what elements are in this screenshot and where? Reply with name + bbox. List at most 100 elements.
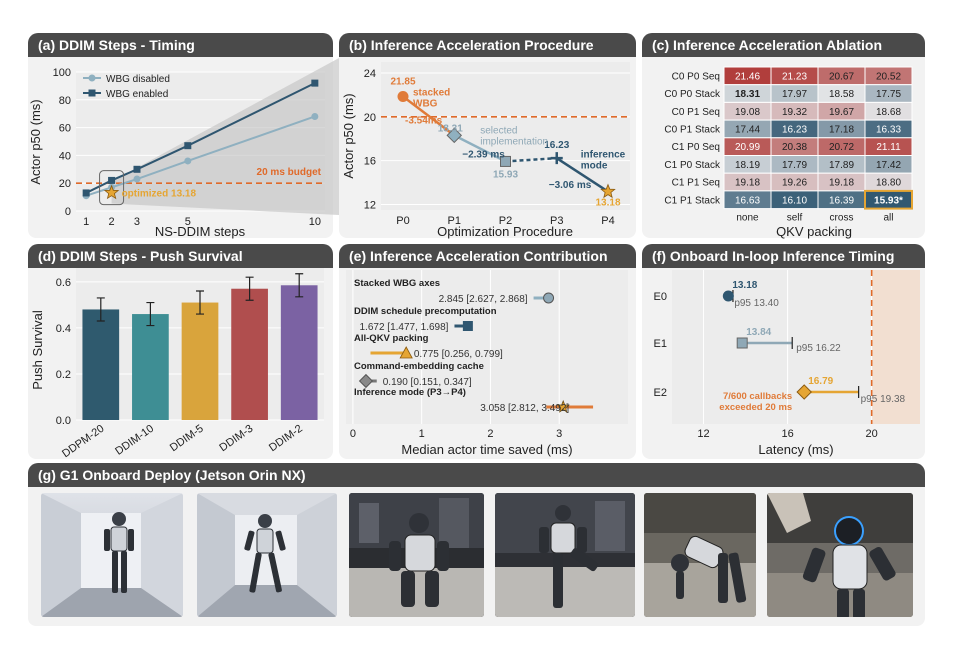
heatmap-cell-label: 16.23 — [782, 124, 807, 135]
marker-diamond — [358, 373, 374, 389]
x-tick-label-b: P1 — [448, 215, 461, 227]
procedure-annotation: stacked — [413, 88, 450, 99]
heatmap-cell-label: 20.99 — [735, 142, 760, 153]
heatmap-cell-label: 16.33 — [876, 124, 901, 135]
x-tick-label-e: 0 — [350, 428, 356, 440]
heatmap-col-label: self — [787, 213, 803, 224]
heatmap-cell-label: 17.79 — [782, 160, 807, 171]
bar-ddim-5 — [181, 302, 219, 420]
x-tick-label-f: 12 — [697, 428, 709, 440]
row-label-f: E1 — [654, 338, 667, 350]
highlight-label: optimized 13.18 — [122, 189, 197, 200]
panel-g-title: (g) G1 Onboard Deploy (Jetson Orin NX) — [28, 463, 925, 487]
x-tick-label-b: P3 — [550, 215, 563, 227]
x-tick-label-e: 3 — [556, 428, 562, 440]
x-tick-label-a: 1 — [83, 216, 89, 228]
procedure-segment — [505, 156, 557, 163]
point-p4 — [600, 183, 616, 199]
heatmap-cell-label: 18.68 — [876, 107, 901, 118]
x-tick-label-a: 10 — [309, 216, 321, 228]
robot-walking-hallway-image — [197, 493, 337, 617]
photo-robot-pushed-by-hand — [767, 493, 913, 617]
robot-crouching-lobby-image — [349, 493, 484, 617]
ci-label: 3.058 [2.812, 3.492] — [480, 403, 569, 414]
procedure-segment — [402, 95, 456, 137]
heatmap-cell-label: 19.32 — [782, 107, 807, 118]
p95-label: p95 13.40 — [734, 298, 779, 309]
heatmap-row-label: C0 P0 Seq — [672, 71, 720, 82]
heatmap-cell-label: 18.58 — [829, 89, 854, 100]
median-marker — [722, 290, 734, 302]
contribution-label: All-QKV packing — [354, 333, 429, 344]
error-bar — [196, 290, 204, 315]
chart-b-plot-area — [381, 62, 630, 210]
point-wbg-enabled — [311, 79, 319, 87]
ci-label: 0.775 [0.256, 0.799] — [414, 349, 503, 360]
photo-robot-crouching-lobby — [349, 493, 484, 617]
point-wbg-enabled — [108, 176, 116, 184]
x-tick-label-a: 5 — [185, 216, 191, 228]
heatmap-cell-label: 19.18 — [829, 178, 854, 189]
x-tick-label-a: 2 — [109, 216, 115, 228]
x-tick-label-e: 2 — [487, 428, 493, 440]
error-bar — [245, 276, 254, 301]
heatmap-cell-label: 20.38 — [782, 142, 807, 153]
over-budget-region — [871, 270, 920, 424]
contribution-label: DDIM schedule precomputation — [354, 306, 497, 317]
median-label: 13.18 — [732, 280, 757, 291]
heatmap-cell-label: 18.80 — [876, 178, 901, 189]
heatmap-row-label: C1 P0 Stack — [664, 160, 721, 171]
p95-label: p95 19.38 — [861, 394, 906, 405]
heatmap-cell-label: 17.75 — [876, 89, 901, 100]
point-p1 — [446, 127, 463, 144]
heatmap-col-label: all — [883, 213, 893, 224]
point-label-b: 16.23 — [544, 140, 569, 151]
error-bar — [96, 297, 105, 322]
heatmap-cell-label: 21.11 — [876, 142, 901, 153]
error-bar — [146, 301, 155, 327]
point-wbg-enabled — [133, 165, 141, 173]
procedure-annotation: inference — [581, 149, 626, 160]
heatmap-cell-label: 18.31 — [735, 89, 760, 100]
x-axis-label-a: NS-DDIM steps — [155, 224, 246, 239]
photo-robot-leg-raise-lobby — [495, 493, 635, 617]
panel-e-title: (e) Inference Acceleration Contribution — [339, 244, 636, 268]
y-tick-label-d: 0.0 — [56, 415, 71, 427]
bar-ddim-2 — [280, 285, 318, 420]
x-tick-label-f: 20 — [866, 428, 878, 440]
point-label-b: 18.31 — [438, 123, 463, 134]
point-p0 — [397, 91, 409, 103]
legend-label-enabled: WBG enabled — [106, 89, 168, 100]
row-label-f: E2 — [654, 387, 667, 399]
point-wbg-enabled — [184, 142, 192, 150]
heatmap-cell-label: 17.18 — [829, 124, 854, 135]
heatmap-row-label: C0 P0 Stack — [664, 89, 721, 100]
point-p3 — [550, 152, 563, 165]
x-tick-label-a: 3 — [134, 216, 140, 228]
robot-leg-raise-lobby-image — [495, 493, 635, 617]
point-wbg-disabled — [184, 157, 192, 165]
robot-pushed-by-hand-image — [767, 493, 913, 617]
heatmap-cell-label: 16.10 — [782, 195, 807, 206]
heatmap-row-label: C0 P1 Seq — [672, 107, 720, 118]
y-tick-label-a: 80 — [59, 95, 71, 107]
procedure-annotation-line2: implementation — [480, 136, 548, 147]
x-axis-label-f: Latency (ms) — [758, 442, 833, 457]
heatmap-col-label: none — [736, 213, 759, 224]
procedure-annotation: −3.06 ms — [549, 180, 592, 191]
panel-c-title: (c) Inference Acceleration Ablation — [642, 33, 925, 57]
robot-standing-hallway-image — [41, 493, 183, 617]
photo-robot-walking-hallway — [197, 493, 337, 617]
median-marker — [736, 337, 748, 349]
exceed-note: 7/600 callbacks — [723, 391, 792, 402]
point-wbg-enabled — [82, 189, 90, 197]
panel-a-title: (a) DDIM Steps - Timing — [28, 33, 333, 57]
point-label-b: 15.93 — [493, 169, 518, 180]
highlight-star-a — [103, 184, 120, 200]
highlight-box — [99, 170, 125, 206]
heatmap-row-label: C1 P1 Stack — [664, 195, 721, 206]
heatmap-cell-label: 17.89 — [829, 160, 854, 171]
